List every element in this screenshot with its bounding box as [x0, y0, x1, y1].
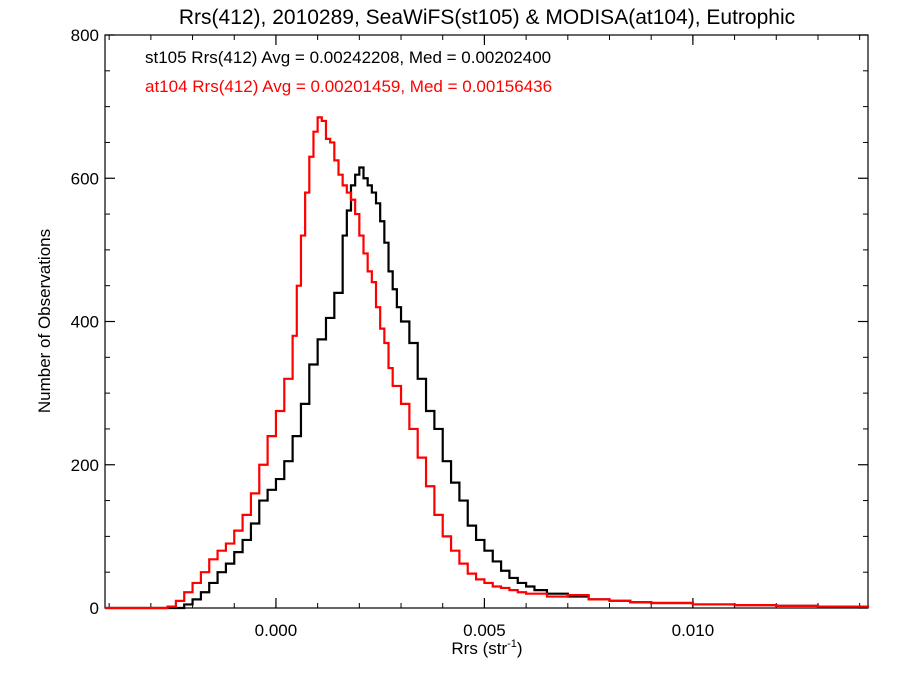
y-tick-label: 0: [90, 599, 99, 618]
x-tick-label: 0.005: [463, 621, 506, 640]
y-tick-label: 400: [71, 313, 99, 332]
legend-entry-1: st105 Rrs(412) Avg = 0.00242208, Med = 0…: [145, 48, 551, 67]
x-tick-label: 0.010: [672, 621, 715, 640]
series-line-2: [105, 116, 870, 610]
plot-frame: [104, 34, 869, 609]
y-axis-label: Number of Observations: [35, 229, 54, 413]
axis-ticks: 0.000 0.005 0.010 0 200 400 600 800: [71, 26, 868, 640]
chart-title: Rrs(412), 2010289, SeaWiFS(st105) & MODI…: [179, 6, 795, 29]
x-tick-label: 0.000: [255, 621, 298, 640]
series-layer: [105, 116, 870, 610]
y-tick-label: 600: [71, 169, 99, 188]
x-axis-label-main: Rrs (str: [451, 639, 507, 658]
y-tick-label: 200: [71, 456, 99, 475]
x-axis-label-sup: -1: [507, 638, 517, 650]
x-axis-label: Rrs (str-1): [451, 638, 522, 658]
legend-entry-2: at104 Rrs(412) Avg = 0.00201459, Med = 0…: [145, 77, 552, 96]
x-axis-label-close: ): [517, 639, 523, 658]
series-line-1: [105, 166, 870, 610]
y-tick-label: 800: [71, 26, 99, 45]
